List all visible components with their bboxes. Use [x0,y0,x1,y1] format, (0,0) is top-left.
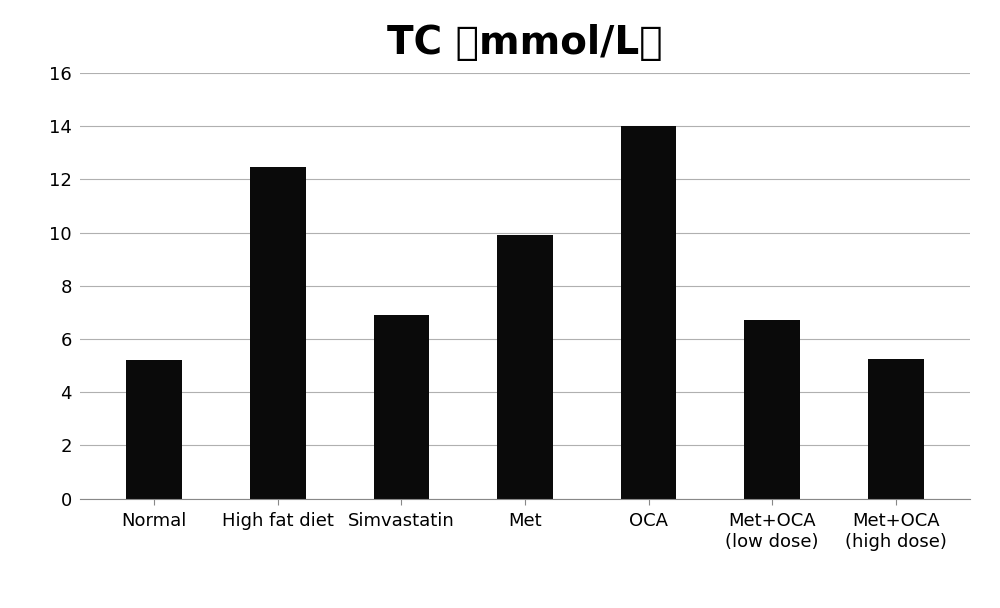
Bar [374,315,429,499]
Bar [868,359,924,499]
Bar [126,360,182,499]
Bar [250,167,306,499]
Bar [621,126,676,499]
Title: TC （mmol/L）: TC （mmol/L） [387,24,663,61]
Bar [497,235,553,499]
Bar [744,320,800,499]
